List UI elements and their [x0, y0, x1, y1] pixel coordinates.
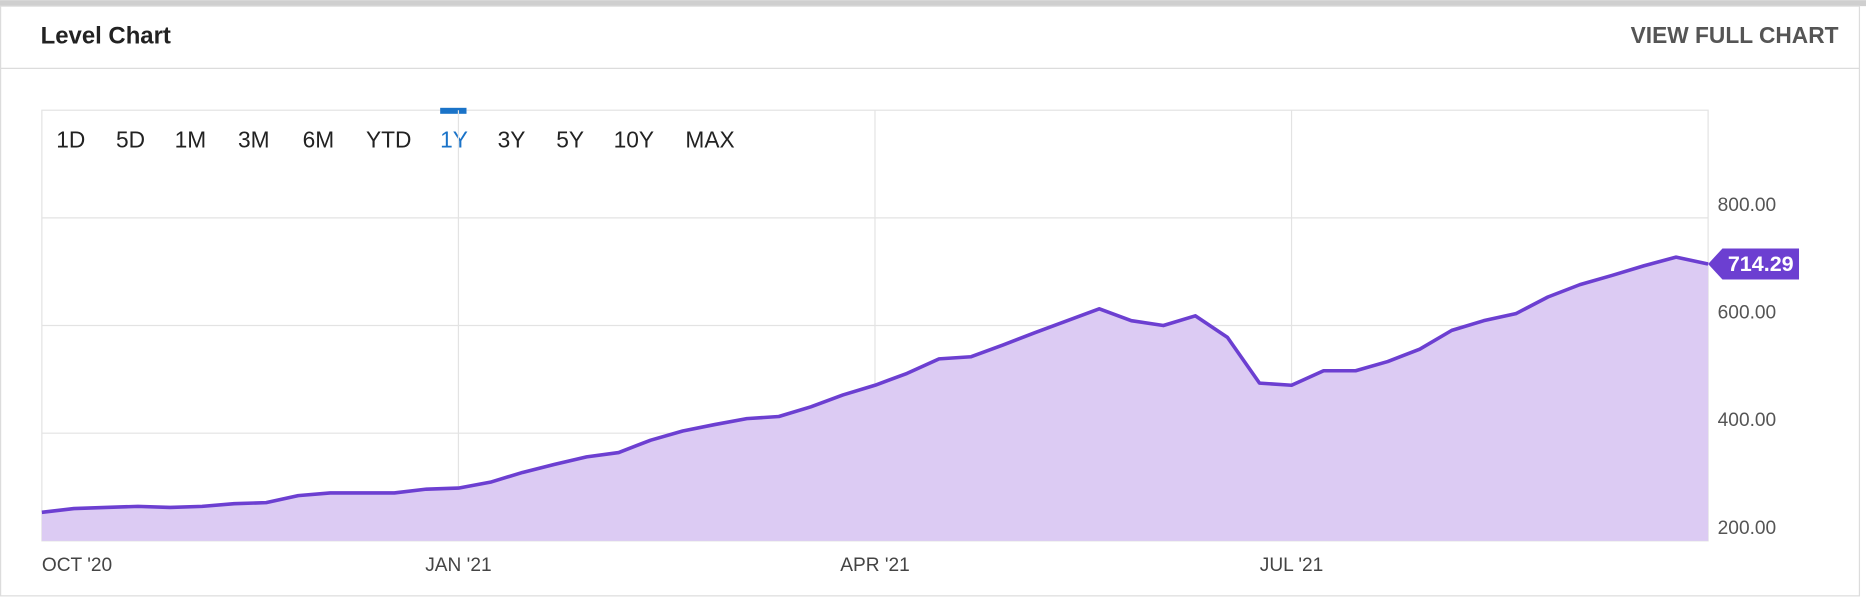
y-tick-label: 200.00 [1718, 518, 1777, 539]
card-title: Level Chart [41, 23, 171, 50]
range-button[interactable]: 1M [175, 126, 207, 152]
top-border [0, 0, 1866, 7]
range-button[interactable]: 6M [303, 126, 335, 152]
area-fill [41, 257, 1709, 541]
line [41, 255, 1709, 515]
range-button[interactable]: 10Y [614, 126, 654, 152]
range-selected-indicator [440, 107, 467, 114]
last-value-badge [1708, 248, 1800, 280]
x-tick-label: JAN '21 [425, 555, 491, 576]
range-button[interactable]: MAX [685, 126, 734, 152]
range-button[interactable]: 1Y [440, 126, 468, 152]
range-button[interactable]: 5Y [556, 126, 584, 152]
view-full-chart[interactable]: VIEW FULL CHART [1631, 22, 1839, 48]
range-button[interactable]: YTD [366, 126, 411, 152]
y-tick-label: 400.00 [1718, 410, 1777, 431]
last-value-label: 714.29 [1728, 252, 1794, 276]
range-button[interactable]: 1D [56, 126, 85, 152]
x-tick-label: APR '21 [840, 555, 910, 576]
range-button[interactable]: 5D [116, 126, 145, 152]
range-button[interactable]: 3Y [498, 126, 526, 152]
x-tick-label: JUL '21 [1260, 555, 1324, 576]
range-button[interactable]: 3M [238, 126, 270, 152]
x-tick-label: OCT '20 [42, 555, 112, 576]
y-tick-label: 800.00 [1718, 195, 1777, 216]
y-tick-label: 600.00 [1718, 303, 1777, 324]
